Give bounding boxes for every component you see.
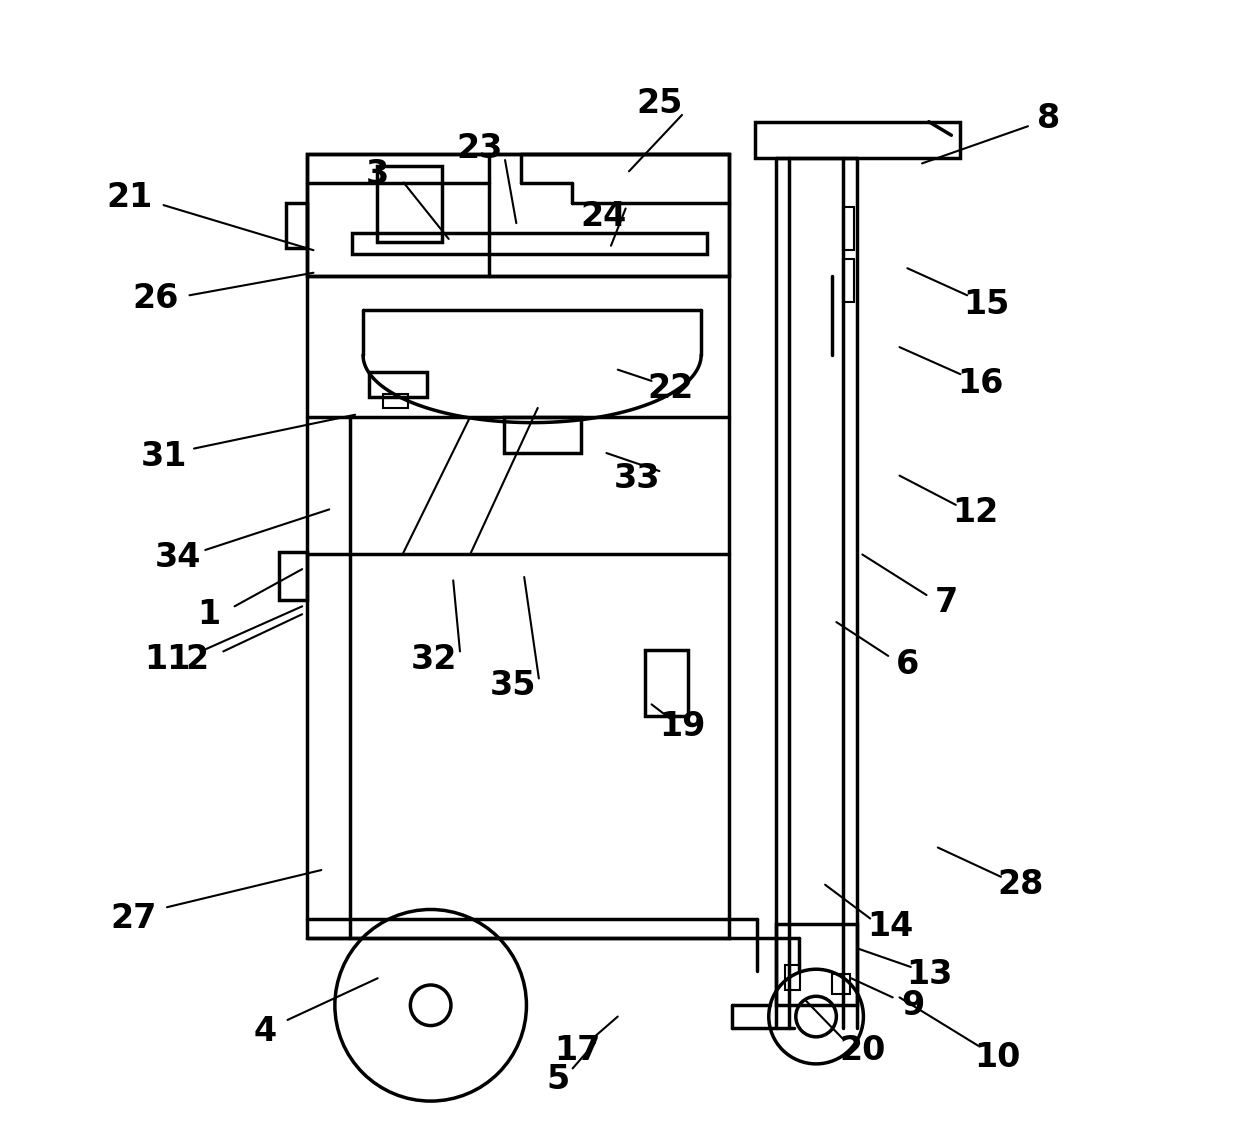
- Text: 9: 9: [901, 988, 925, 1022]
- Bar: [306, 154, 729, 938]
- Text: 1: 1: [197, 597, 221, 631]
- Text: 19: 19: [658, 710, 706, 744]
- Text: 15: 15: [963, 287, 1009, 321]
- Text: 31: 31: [140, 440, 187, 473]
- Bar: [503, 417, 580, 453]
- Text: 7: 7: [935, 586, 959, 620]
- Text: 35: 35: [490, 668, 536, 702]
- Text: 2: 2: [186, 642, 208, 676]
- Text: 22: 22: [647, 372, 694, 406]
- Text: 20: 20: [839, 1033, 885, 1067]
- Bar: [843, 259, 854, 302]
- Text: 27: 27: [110, 902, 156, 935]
- Text: 13: 13: [906, 958, 954, 992]
- Text: 3: 3: [366, 158, 389, 192]
- Bar: [286, 203, 306, 248]
- Text: 6: 6: [895, 648, 919, 682]
- Text: 5: 5: [547, 1063, 569, 1097]
- Text: 17: 17: [554, 1033, 600, 1067]
- Bar: [279, 552, 306, 600]
- Bar: [843, 207, 854, 250]
- Text: 33: 33: [614, 462, 660, 496]
- Bar: [383, 394, 408, 408]
- Bar: [368, 372, 428, 397]
- Text: 32: 32: [410, 642, 458, 676]
- Bar: [377, 166, 441, 242]
- Text: 14: 14: [867, 909, 914, 943]
- Text: 4: 4: [253, 1014, 277, 1048]
- Bar: [306, 154, 729, 276]
- Bar: [755, 122, 960, 158]
- Text: 23: 23: [456, 132, 502, 166]
- Bar: [785, 965, 800, 990]
- Text: 10: 10: [975, 1040, 1021, 1074]
- Text: 26: 26: [133, 282, 179, 316]
- Text: 34: 34: [155, 541, 201, 575]
- Text: 21: 21: [107, 180, 153, 214]
- Text: 12: 12: [952, 496, 998, 530]
- Text: 11: 11: [144, 642, 190, 676]
- Text: 16: 16: [957, 366, 1004, 400]
- Text: 25: 25: [636, 87, 683, 121]
- Text: 28: 28: [997, 868, 1043, 902]
- Bar: [352, 233, 707, 254]
- Text: 8: 8: [1037, 101, 1060, 135]
- Text: 24: 24: [580, 199, 626, 233]
- Bar: [775, 924, 857, 1005]
- Bar: [832, 974, 849, 994]
- Bar: [645, 650, 688, 716]
